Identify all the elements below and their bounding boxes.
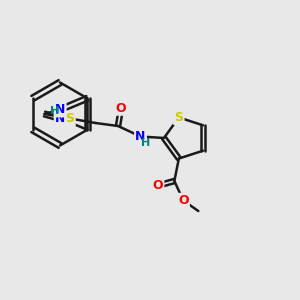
Text: O: O xyxy=(152,179,163,192)
Text: H: H xyxy=(50,106,59,116)
Text: H: H xyxy=(141,137,151,148)
Text: O: O xyxy=(178,194,189,207)
Text: S: S xyxy=(174,111,183,124)
Text: O: O xyxy=(116,101,126,115)
Text: N: N xyxy=(55,103,65,116)
Text: N: N xyxy=(55,112,65,125)
Text: N: N xyxy=(135,130,146,143)
Text: S: S xyxy=(65,112,74,125)
